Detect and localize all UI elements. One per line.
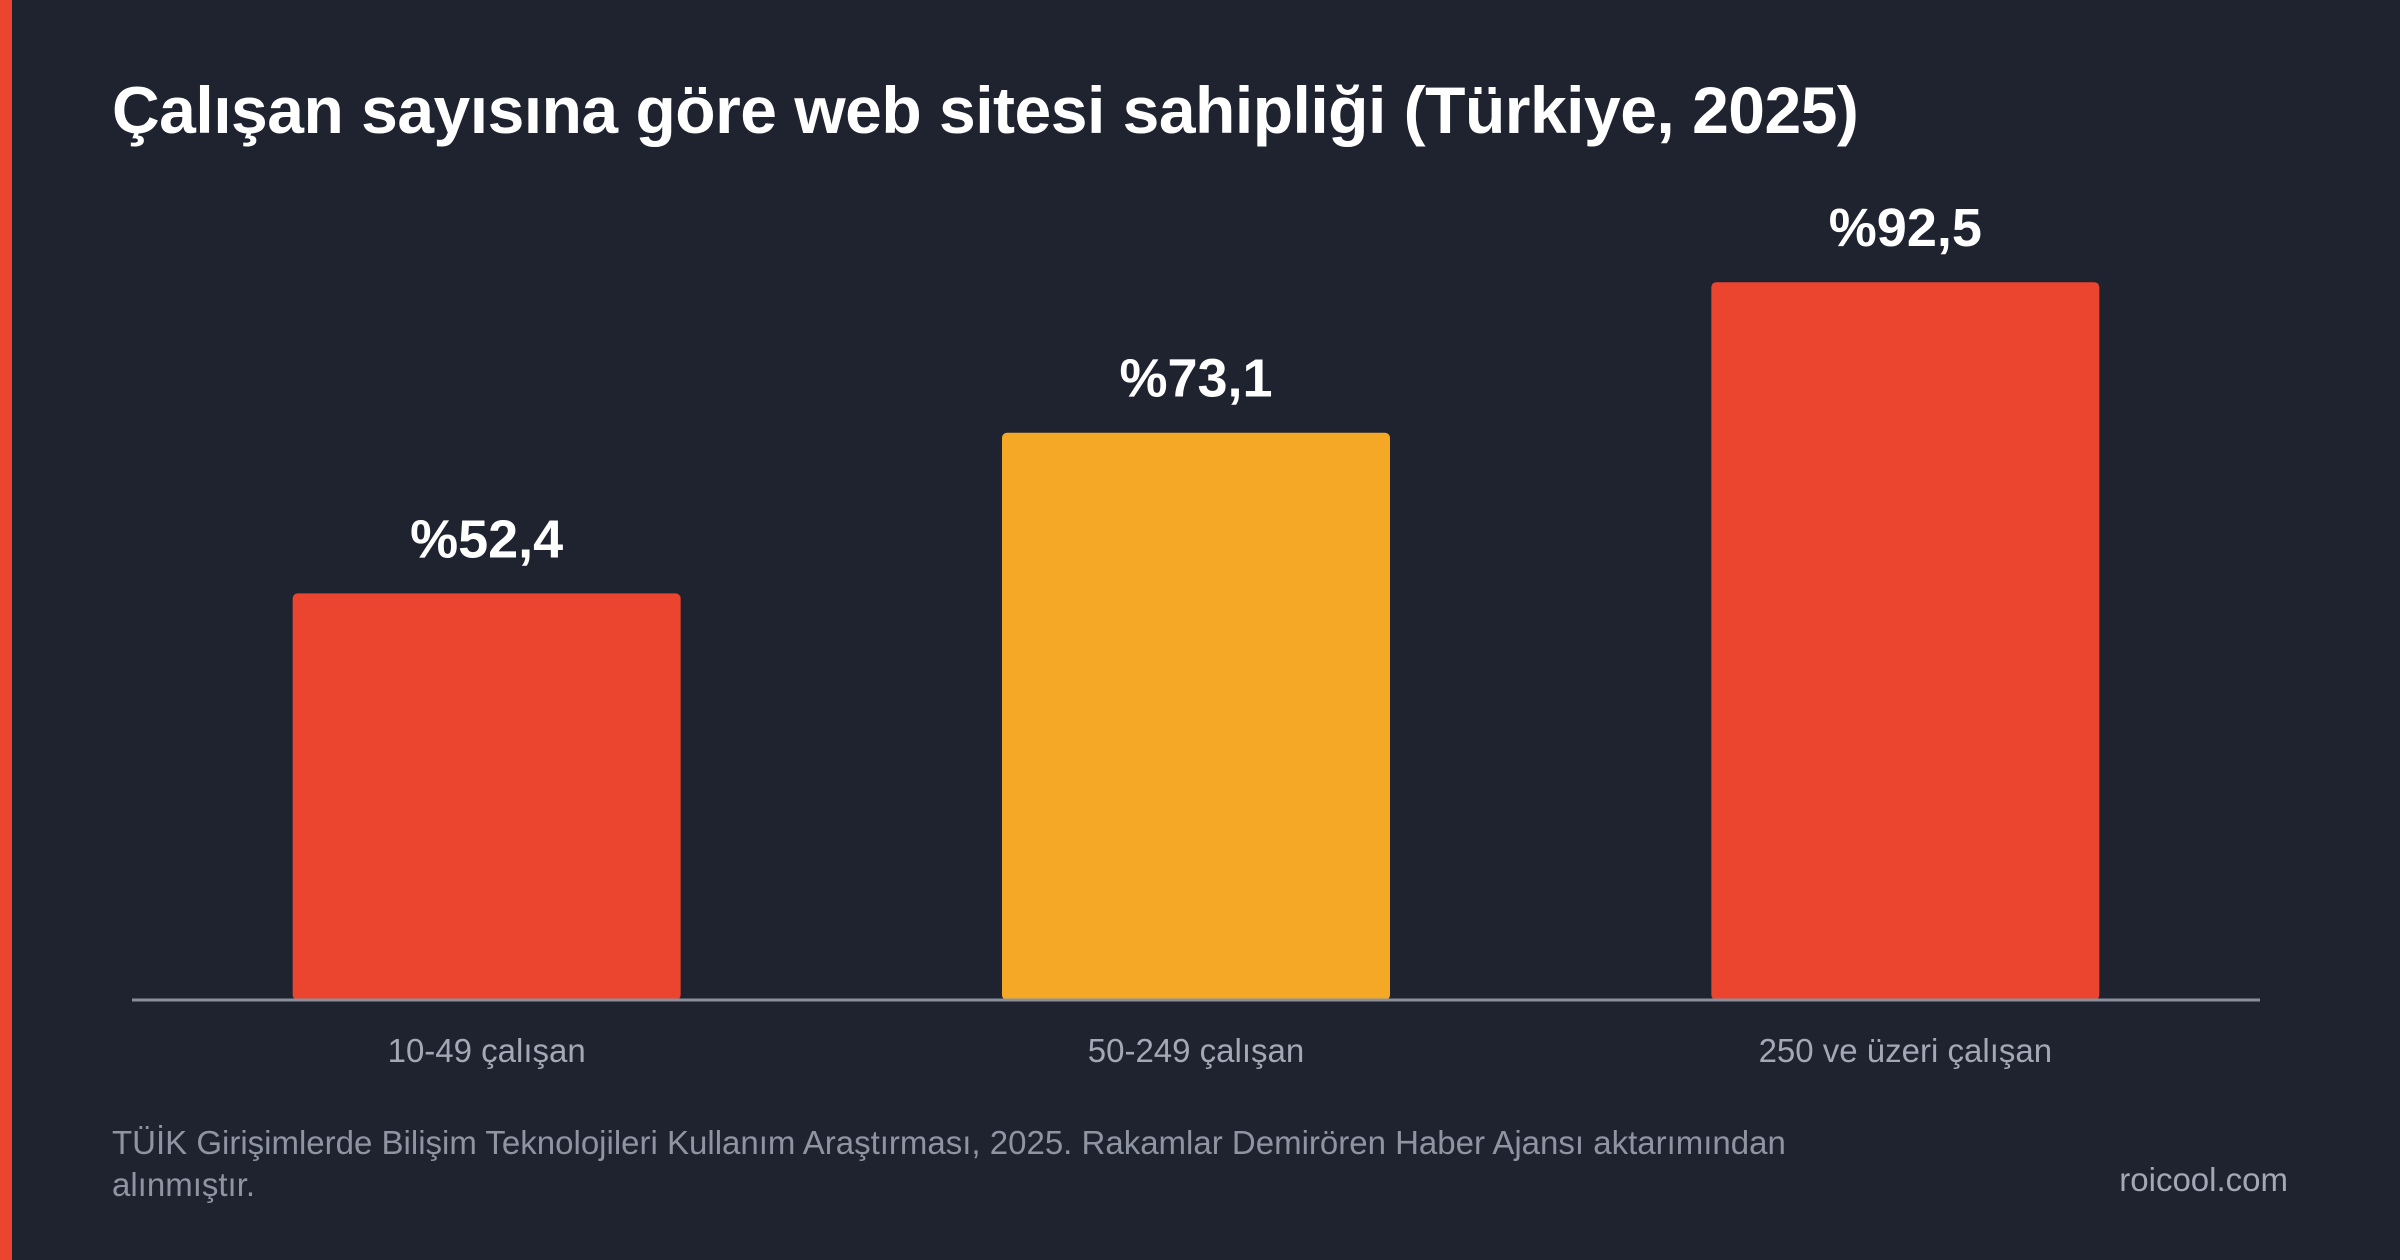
bar-3 (1711, 282, 2100, 1000)
category-tick-label: 50-249 çalışan (1088, 1032, 1304, 1069)
bars-group (292, 282, 2100, 1000)
bar-2 (1002, 432, 1390, 1000)
bar-value-label: %73,1 (1119, 349, 1272, 409)
category-tick-label: 250 ve üzeri çalışan (1759, 1032, 2053, 1069)
bar-value-label: %52,4 (410, 509, 563, 569)
bar-value-label: %92,5 (1829, 198, 1982, 258)
bar-1 (292, 593, 681, 1000)
accent-stripe (0, 0, 12, 1260)
labels-group: %52,4 10-49 çalışan %73,1 50-249 çalışan %92… (388, 198, 2052, 1069)
source-note: TÜİK Girişimlerde Bilişim Teknolojileri … (112, 1124, 1786, 1203)
brand-label: roicool.com (2119, 1161, 2288, 1198)
category-tick-label: 10-49 çalışan (388, 1032, 586, 1069)
chart-title: Çalışan sayısına göre web sitesi sahipli… (112, 73, 1859, 147)
